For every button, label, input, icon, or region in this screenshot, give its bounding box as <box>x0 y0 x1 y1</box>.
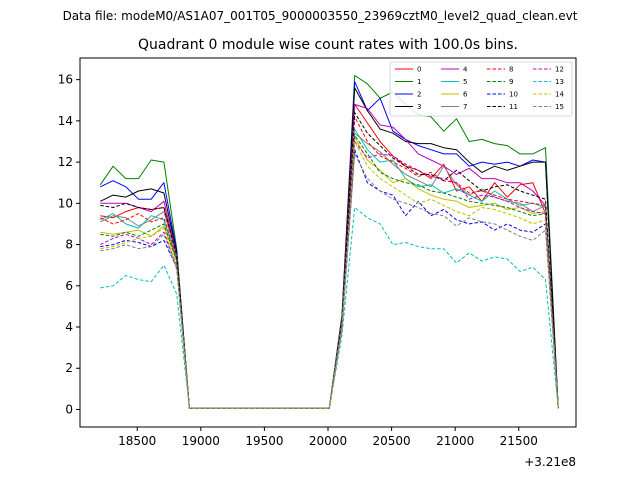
y-tick-label: 14 <box>58 114 73 128</box>
y-tick-label: 12 <box>58 155 73 169</box>
series-line-12 <box>100 141 559 409</box>
y-tick-label: 10 <box>58 196 73 210</box>
legend-label-14: 14 <box>555 91 564 99</box>
figure-suptitle: Data file: modeM0/AS1A07_001T05_90000035… <box>63 9 578 23</box>
y-tick-label: 8 <box>65 238 73 252</box>
legend-label-13: 13 <box>555 78 564 86</box>
series-line-8 <box>100 116 559 409</box>
legend-label-9: 9 <box>509 78 513 86</box>
legend-label-11: 11 <box>509 103 518 111</box>
chart-title: Quadrant 0 module wise count rates with … <box>138 37 518 53</box>
legend-box <box>389 61 573 117</box>
x-tick-label: 20500 <box>372 434 410 448</box>
legend-label-4: 4 <box>463 66 468 74</box>
series-line-14 <box>100 141 559 409</box>
x-tick-label: 18500 <box>118 434 156 448</box>
y-tick-label: 16 <box>58 73 73 87</box>
legend-label-2: 2 <box>417 91 421 99</box>
x-tick-label: 21000 <box>436 434 474 448</box>
y-tick-label: 2 <box>65 361 73 375</box>
y-tick-label: 0 <box>65 402 73 416</box>
x-tick-label: 19000 <box>182 434 220 448</box>
legend-label-8: 8 <box>509 66 513 74</box>
legend-label-1: 1 <box>417 78 421 86</box>
series-line-11 <box>100 112 559 409</box>
series-line-9 <box>100 134 559 409</box>
series-line-4 <box>100 103 559 409</box>
series-line-10 <box>100 149 559 409</box>
legend-label-0: 0 <box>417 66 421 74</box>
legend-label-15: 15 <box>555 103 564 111</box>
legend-label-12: 12 <box>555 66 564 74</box>
y-tick-label: 6 <box>65 279 73 293</box>
x-offset-label: +3.21e8 <box>524 455 576 469</box>
x-tick-label: 20000 <box>309 434 347 448</box>
series-line-5 <box>100 128 559 409</box>
legend-label-10: 10 <box>509 91 518 99</box>
y-tick-label: 4 <box>65 320 73 334</box>
legend-label-6: 6 <box>463 91 468 99</box>
series-line-6 <box>100 136 559 409</box>
plot-area: 18500 19000 19500 20000 20500 21000 21500 0 2 4 6 8… <box>58 57 577 448</box>
series-layer <box>99 75 559 409</box>
series-line-0 <box>100 103 559 409</box>
legend-label-7: 7 <box>463 103 467 111</box>
legend-label-3: 3 <box>417 103 421 111</box>
legend-label-5: 5 <box>463 78 467 86</box>
x-tick-label: 19500 <box>245 434 283 448</box>
series-line-7 <box>100 132 559 409</box>
plot-frame <box>79 57 577 428</box>
series-line-13 <box>100 207 559 409</box>
x-tick-label: 21500 <box>500 434 538 448</box>
series-line-15 <box>100 153 559 409</box>
axes-layer: 18500 19000 19500 20000 20500 21000 21500 0 2 4 6 8… <box>58 73 538 448</box>
series-line-1 <box>99 75 559 409</box>
